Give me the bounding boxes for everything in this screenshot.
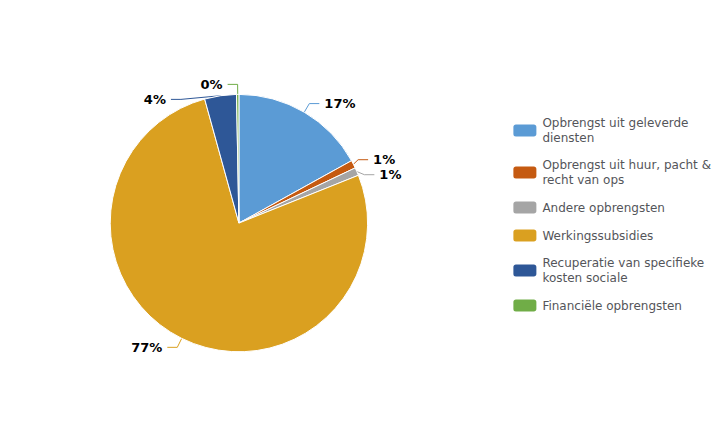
svg-text:Opbrengst uit huur, pacht &: Opbrengst uit huur, pacht & [542,158,711,172]
svg-text:0%: 0% [201,77,223,92]
svg-text:1%: 1% [373,152,395,167]
svg-text:Andere opbrengsten: Andere opbrengsten [542,201,664,215]
svg-text:77%: 77% [131,340,162,355]
svg-text:kosten sociale: kosten sociale [542,271,627,285]
svg-text:1%: 1% [379,167,401,182]
svg-text:Financiële opbrengsten: Financiële opbrengsten [542,299,682,313]
svg-text:Recuperatie van specifieke: Recuperatie van specifieke [542,256,704,270]
svg-text:recht van ops: recht van ops [542,173,624,187]
svg-text:diensten: diensten [542,131,594,145]
svg-text:4%: 4% [144,92,166,107]
svg-text:Werkingssubsidies: Werkingssubsidies [542,229,653,243]
svg-text:Opbrengst uit geleverde: Opbrengst uit geleverde [542,116,688,130]
svg-text:17%: 17% [324,96,355,111]
